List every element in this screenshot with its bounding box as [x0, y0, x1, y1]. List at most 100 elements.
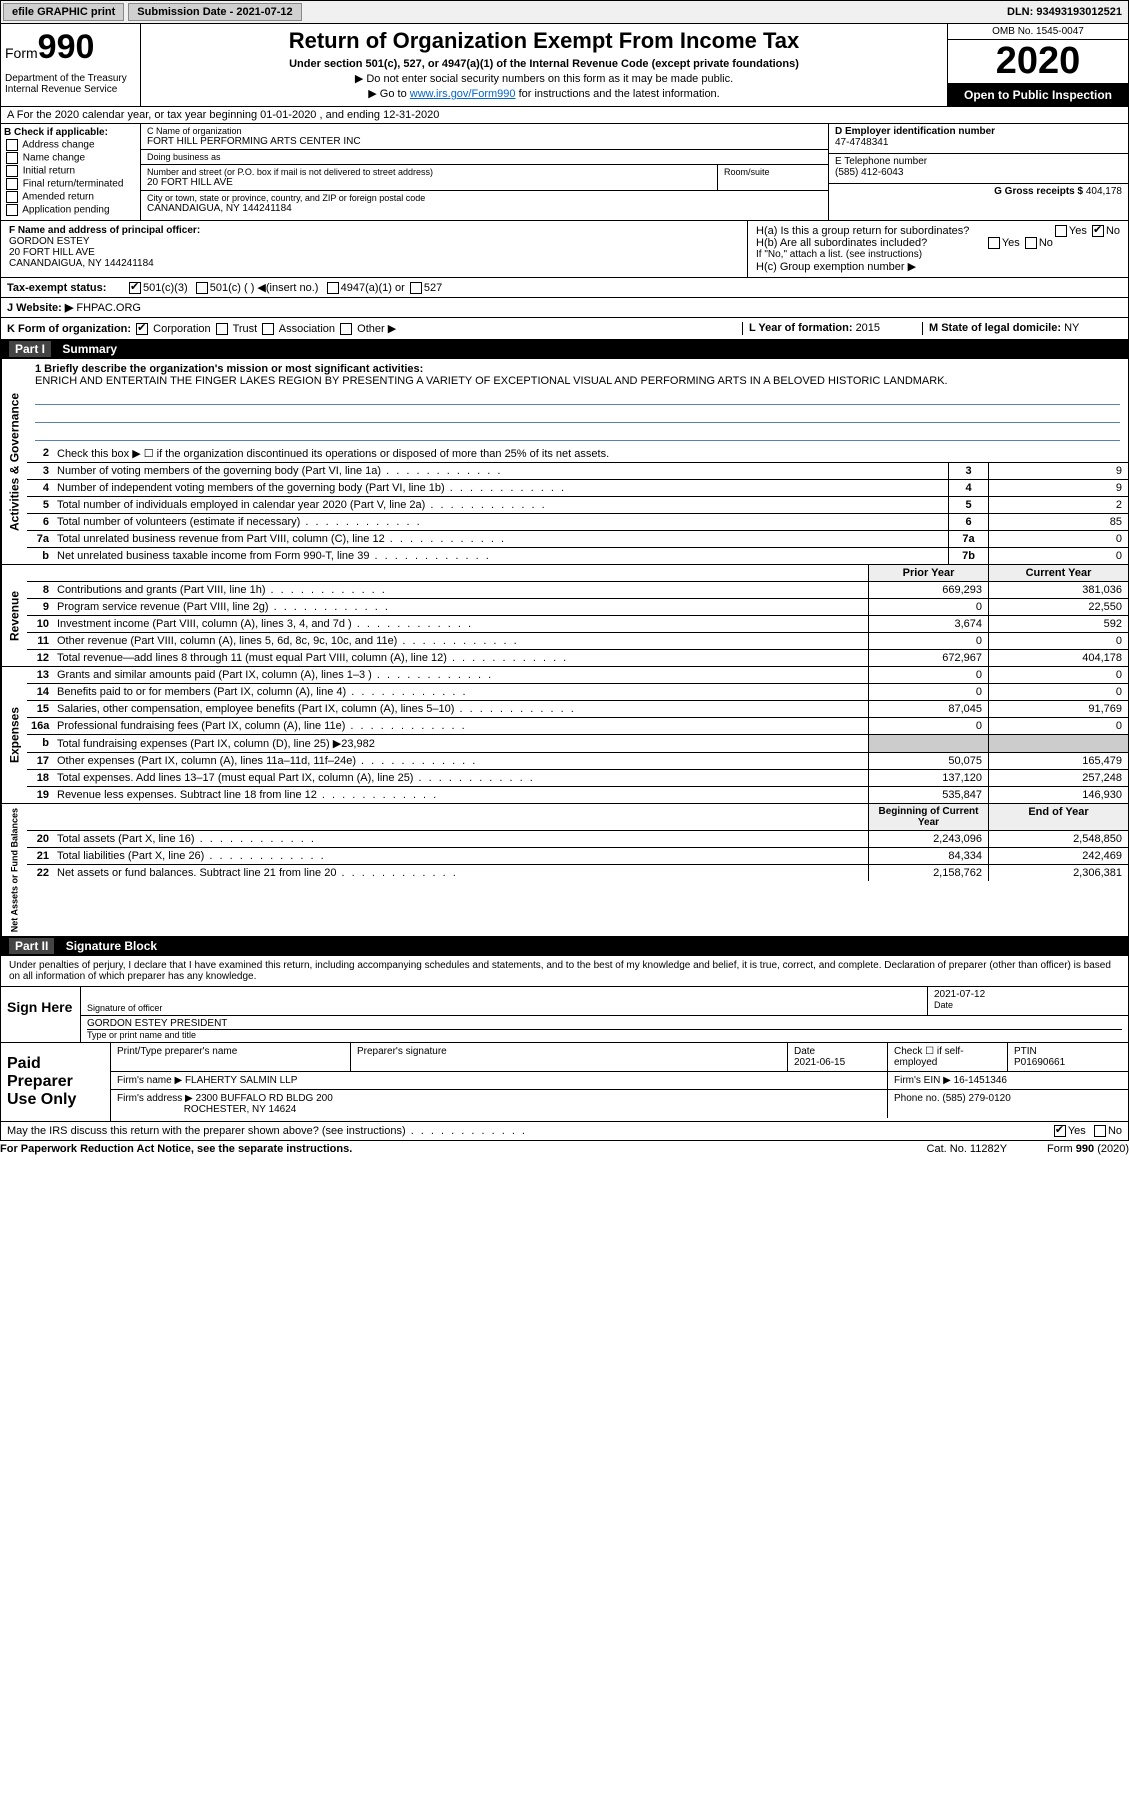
cb-initial-label: Initial return: [23, 166, 75, 177]
j-label: J Website: ▶: [7, 301, 73, 314]
summary-row: 15Salaries, other compensation, employee…: [27, 701, 1128, 718]
sign-date: 2021-07-12: [934, 989, 1122, 1000]
form-header: Form990 Department of the Treasury Inter…: [0, 24, 1129, 107]
summary-row: 12Total revenue—add lines 8 through 11 (…: [27, 650, 1128, 666]
summary-row: bNet unrelated business taxable income f…: [27, 548, 1128, 564]
hdr-end: End of Year: [988, 804, 1128, 830]
dln: DLN: 93493193012521: [1001, 6, 1128, 18]
block-f-h: F Name and address of principal officer:…: [0, 221, 1129, 278]
form-number-box: Form990 Department of the Treasury Inter…: [1, 24, 141, 106]
summary-row: bTotal fundraising expenses (Part IX, co…: [27, 735, 1128, 753]
omb-number: OMB No. 1545-0047: [948, 24, 1128, 40]
cb-pending[interactable]: Application pending: [4, 204, 137, 216]
submission-date-button[interactable]: Submission Date - 2021-07-12: [128, 3, 301, 21]
subtitle-2b: ▶ Go to www.irs.gov/Form990 for instruct…: [149, 87, 939, 100]
part1-title: Summary: [62, 342, 117, 356]
d-label: D Employer identification number: [835, 126, 995, 137]
summary-row: 9Program service revenue (Part VIII, lin…: [27, 599, 1128, 616]
summary-net: Net Assets or Fund Balances Beginning of…: [0, 804, 1129, 937]
summary-activities: Activities & Governance 1 Briefly descri…: [0, 359, 1129, 565]
f-addr1: 20 FORT HILL AVE: [9, 247, 95, 258]
cb-name[interactable]: Name change: [4, 152, 137, 164]
form-prefix: Form: [5, 45, 38, 61]
ha-no[interactable]: [1092, 225, 1104, 237]
footer: For Paperwork Reduction Act Notice, see …: [0, 1141, 1129, 1157]
cb-amended-label: Amended return: [22, 192, 94, 203]
g-value: 404,178: [1086, 186, 1122, 197]
city-value: CANANDAIGUA, NY 144241184: [147, 203, 822, 214]
section-b: B Check if applicable: Address change Na…: [1, 124, 141, 220]
hc-label: H(c) Group exemption number ▶: [756, 260, 1120, 273]
side-activities: Activities & Governance: [1, 359, 27, 564]
firm-label: Firm's name ▶: [117, 1075, 182, 1086]
summary-row: 6Total number of volunteers (estimate if…: [27, 514, 1128, 531]
subtitle-2a: ▶ Do not enter social security numbers o…: [149, 72, 939, 85]
i-4947[interactable]: [327, 282, 339, 294]
e-label: E Telephone number: [835, 156, 927, 167]
summary-expenses: Expenses 13Grants and similar amounts pa…: [0, 667, 1129, 804]
sign-block: Sign Here Signature of officer 2021-07-1…: [0, 987, 1129, 1043]
k-assoc[interactable]: [262, 323, 274, 335]
hb-yes[interactable]: [988, 237, 1000, 249]
addr-value: 20 FORT HILL AVE: [147, 177, 711, 188]
i-501c[interactable]: [196, 282, 208, 294]
hb-note: If "No," attach a list. (see instruction…: [756, 249, 1120, 260]
cb-address[interactable]: Address change: [4, 139, 137, 151]
pphone: (585) 279-0120: [942, 1093, 1010, 1104]
part-2-header: Part II Signature Block: [0, 937, 1129, 956]
part2-num: Part II: [9, 938, 54, 954]
hb-no[interactable]: [1025, 237, 1037, 249]
summary-row: 19Revenue less expenses. Subtract line 1…: [27, 787, 1128, 803]
k-other[interactable]: [340, 323, 352, 335]
section-c: C Name of organization FORT HILL PERFORM…: [141, 124, 828, 220]
summary-row: 14Benefits paid to or for members (Part …: [27, 684, 1128, 701]
summary-row: 21Total liabilities (Part X, line 26)84,…: [27, 848, 1128, 865]
paid-date: 2021-06-15: [794, 1057, 845, 1068]
paddr2: ROCHESTER, NY 14624: [184, 1104, 297, 1115]
discuss-text: May the IRS discuss this return with the…: [7, 1125, 527, 1137]
paid-h5: PTIN: [1014, 1046, 1037, 1057]
l-label: L Year of formation:: [749, 322, 856, 334]
no-label2: No: [1039, 237, 1053, 249]
hdr-curr: Current Year: [988, 565, 1128, 581]
discuss-no[interactable]: [1094, 1125, 1106, 1137]
i-o3: 4947(a)(1) or: [341, 282, 405, 294]
firm-name: FLAHERTY SALMIN LLP: [185, 1075, 297, 1086]
summary-row: 17Other expenses (Part IX, column (A), l…: [27, 753, 1128, 770]
i-o4: 527: [424, 282, 442, 294]
summary-row: 8Contributions and grants (Part VIII, li…: [27, 582, 1128, 599]
k-o4: Other ▶: [357, 323, 396, 335]
dy: Yes: [1068, 1125, 1086, 1137]
title-box: Return of Organization Exempt From Incom…: [141, 24, 948, 106]
efile-button[interactable]: efile GRAPHIC print: [3, 3, 124, 21]
irs-link[interactable]: www.irs.gov/Form990: [410, 88, 516, 100]
paddr-label: Firm's address ▶: [117, 1093, 193, 1104]
cb-amended[interactable]: Amended return: [4, 191, 137, 203]
ha-label: H(a) Is this a group return for subordin…: [756, 225, 969, 237]
footer-right: Form 990 (2020): [1047, 1143, 1129, 1155]
summary-row: 18Total expenses. Add lines 13–17 (must …: [27, 770, 1128, 787]
yes-label: Yes: [1069, 225, 1087, 237]
summary-row: 10Investment income (Part VIII, column (…: [27, 616, 1128, 633]
yes-label2: Yes: [1002, 237, 1020, 249]
open-inspection: Open to Public Inspection: [948, 84, 1128, 106]
discuss-yes[interactable]: [1054, 1125, 1066, 1137]
ha-yes[interactable]: [1055, 225, 1067, 237]
k-trust[interactable]: [216, 323, 228, 335]
i-527[interactable]: [410, 282, 422, 294]
discuss-line: May the IRS discuss this return with the…: [0, 1122, 1129, 1141]
summary-row: 3Number of voting members of the governi…: [27, 463, 1128, 480]
i-501c3[interactable]: [129, 282, 141, 294]
block-b-g: B Check if applicable: Address change Na…: [0, 124, 1129, 221]
cb-final[interactable]: Final return/terminated: [4, 178, 137, 190]
pphone-label: Phone no.: [894, 1093, 942, 1104]
cb-initial[interactable]: Initial return: [4, 165, 137, 177]
paid-h2: Preparer's signature: [351, 1043, 788, 1071]
hdr-beg: Beginning of Current Year: [868, 804, 988, 830]
i-label: Tax-exempt status:: [7, 282, 127, 294]
line-k-l-m: K Form of organization: Corporation Trus…: [0, 318, 1129, 340]
i-o2: 501(c) ( ) ◀(insert no.): [210, 281, 319, 294]
k-corp[interactable]: [136, 323, 148, 335]
line-a: A For the 2020 calendar year, or tax yea…: [0, 107, 1129, 124]
submission-date-label: Submission Date -: [137, 6, 236, 18]
